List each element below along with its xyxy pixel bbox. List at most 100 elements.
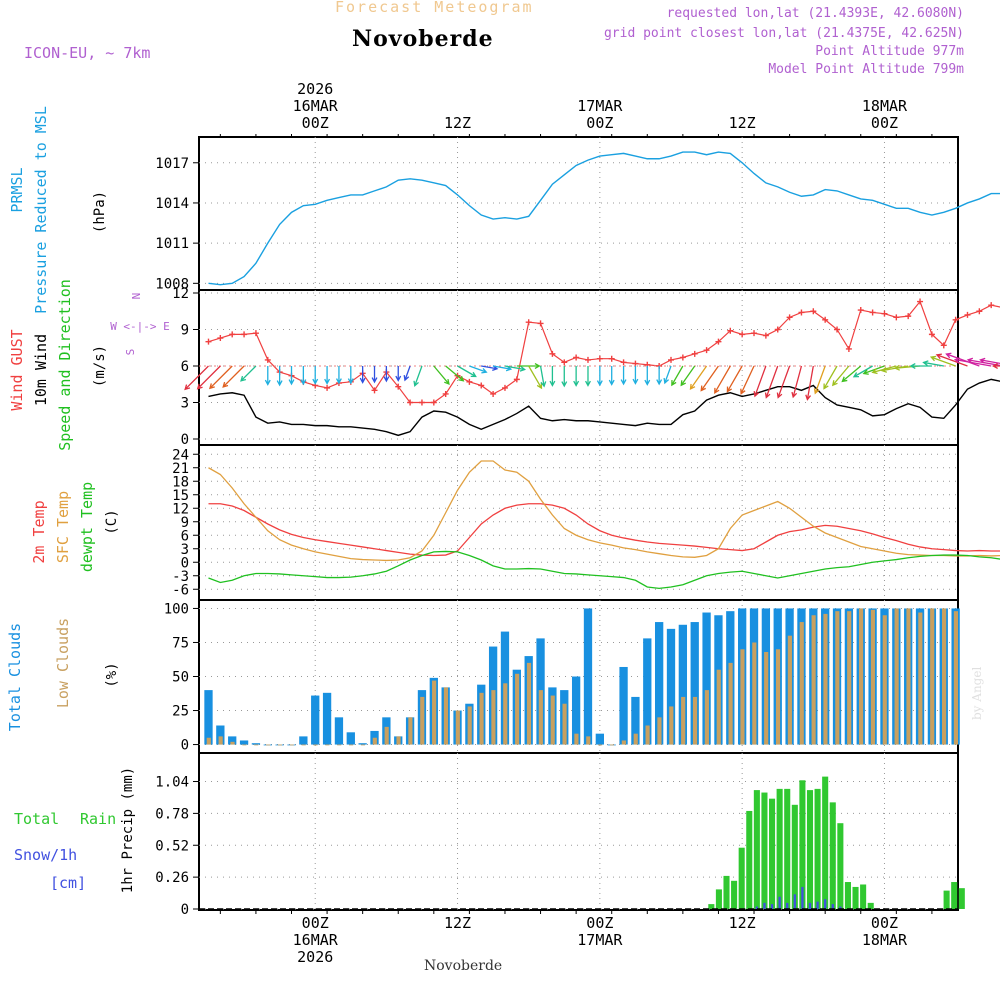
total-cloud-bar xyxy=(358,743,367,745)
gust-marker xyxy=(917,298,924,305)
y-tick-label: 9 xyxy=(181,515,189,531)
low-cloud-bar xyxy=(396,736,401,745)
y-tick-label: 6 xyxy=(181,528,189,544)
gust-marker xyxy=(691,350,698,357)
wind-direction-arrow xyxy=(469,365,488,374)
wind-direction-arrow xyxy=(740,365,755,395)
total-cloud-bar xyxy=(595,733,604,745)
panel-frame xyxy=(198,289,959,446)
bottom-time-label: 16MAR xyxy=(293,931,339,949)
y-tick-label: 3 xyxy=(181,542,189,558)
y-tick-label: 0 xyxy=(181,555,189,571)
dewpoint-label: dewpt Temp xyxy=(78,482,96,572)
low-cloud-bar xyxy=(360,744,366,746)
y-tick-label: 0 xyxy=(181,738,189,754)
wind-direction-arrow xyxy=(549,366,556,387)
low-cloud-bar xyxy=(870,609,875,745)
low-cloud-bar xyxy=(764,652,769,745)
gust-marker xyxy=(869,309,876,316)
wind-direction-arrow xyxy=(222,365,245,388)
rain-bar xyxy=(806,790,814,909)
gust-marker xyxy=(893,314,900,321)
low-cloud-bar xyxy=(479,692,484,745)
wind-direction-arrow xyxy=(264,366,271,386)
low-cloud-bar xyxy=(740,649,745,745)
gust-marker xyxy=(513,376,520,383)
rain-bar xyxy=(731,880,738,909)
low-cloud-bar xyxy=(503,683,508,745)
top-time-label: 00Z xyxy=(302,114,329,132)
wind-direction-arrow xyxy=(935,353,968,367)
low-cloud-bar xyxy=(918,612,923,745)
model-altitude: Model Point Altitude 799m xyxy=(768,62,964,77)
gust-marker xyxy=(466,378,473,385)
low-cloud-bar xyxy=(609,744,615,746)
wind-direction-arrow xyxy=(689,365,708,391)
gust-marker xyxy=(490,390,497,397)
gust-marker xyxy=(774,326,781,333)
gust-marker xyxy=(241,331,248,338)
wind-direction-arrow xyxy=(620,366,627,386)
top-time-label: 18MAR xyxy=(862,97,908,115)
low-cloud-bar xyxy=(953,611,958,745)
wind-direction-arrow xyxy=(585,366,591,387)
wind-10m-label: 10m Wind xyxy=(32,334,50,406)
total-cloud-bar xyxy=(702,612,711,745)
rain-bar xyxy=(860,884,867,909)
low-cloud-bar xyxy=(526,662,532,745)
low-cloud-bar xyxy=(562,703,567,745)
y-tick-label: 15 xyxy=(172,488,189,504)
footer-station: Novoberde xyxy=(424,958,503,974)
y-tick-label: 3 xyxy=(181,396,189,412)
wind-10m-line xyxy=(208,378,1000,437)
wind-direction-arrow xyxy=(791,365,803,399)
low-cloud-bar xyxy=(681,696,686,745)
low-cloud-bar xyxy=(586,736,591,745)
low-cloud-bar xyxy=(657,717,662,745)
low-cloud-bar xyxy=(930,608,935,745)
cloud-unit-label: (%) xyxy=(104,662,120,687)
prmsl-label: PRMSL xyxy=(8,167,26,212)
compass-east-west-label: W <-|-> E xyxy=(110,320,170,333)
wind-direction-arrow xyxy=(324,366,331,385)
wind-direction-arrow xyxy=(240,365,257,382)
bottom-time-label: 00Z xyxy=(302,914,329,932)
wind-direction-arrow xyxy=(539,365,547,388)
low-cloud-bar xyxy=(906,608,911,745)
gust-marker xyxy=(442,390,449,397)
total-cloud-bar xyxy=(251,743,261,745)
wind-direction-arrow xyxy=(852,365,873,378)
wind-direction-arrow xyxy=(196,365,221,390)
top-time-label: 17MAR xyxy=(577,97,623,115)
gust-marker xyxy=(395,383,402,390)
low-cloud-bar xyxy=(254,744,259,746)
temp-2m-line xyxy=(208,503,1000,557)
low-cloud-bar xyxy=(775,649,781,745)
low-cloud-bar xyxy=(621,740,626,745)
total-cloud-bar xyxy=(643,638,652,745)
wind-direction-arrow xyxy=(359,366,366,384)
snow-bar xyxy=(763,902,766,909)
gust-marker xyxy=(679,354,686,361)
rain-bar xyxy=(746,810,753,909)
snow-label: Snow/1h xyxy=(14,846,77,864)
wind-direction-arrow xyxy=(413,365,423,388)
snow-bar xyxy=(770,904,774,909)
snow-bar xyxy=(816,901,819,909)
wind-direction-arrow xyxy=(966,357,1000,367)
rain-bar xyxy=(943,890,950,909)
low-cloud-bar xyxy=(432,680,437,745)
low-cloud-bar xyxy=(266,744,271,746)
gust-marker xyxy=(430,399,437,406)
wind-direction-arrow xyxy=(445,365,465,382)
rain-bar xyxy=(867,902,874,909)
low-cloud-bar xyxy=(645,725,650,745)
wind-direction-arrow xyxy=(823,365,838,390)
wind-direction-arrow xyxy=(208,365,233,390)
precip-unit-label: 1hr Precip (mm) xyxy=(120,767,136,893)
y-tick-label: 1014 xyxy=(155,196,189,212)
y-tick-label: 0.78 xyxy=(155,806,189,822)
low-cloud-bar xyxy=(787,635,792,745)
rain-bar xyxy=(837,823,844,909)
